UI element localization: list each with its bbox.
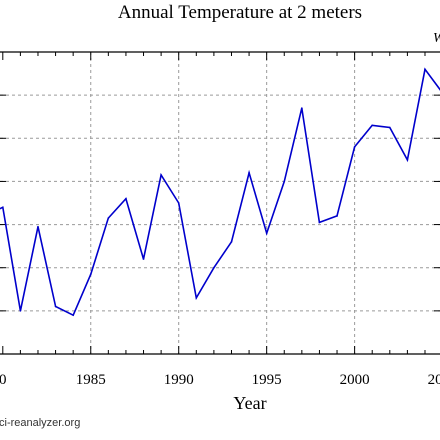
gridlines [0,52,440,354]
temperature-series-line [0,67,440,317]
data-point [37,225,39,228]
data-point [248,172,250,174]
x-tick-labels: 0 1985 1990 1995 2000 2005 [0,372,440,388]
x-tick-label: 0 [0,372,7,388]
data-point [230,241,233,243]
data-point [424,68,426,71]
data-point [54,305,57,308]
data-point [406,159,409,161]
x-tick-label: 1985 [76,372,106,388]
source-credit: ci-reanalyzer.org [0,417,81,429]
x-tick-label: 1990 [164,372,194,388]
x-tick-label: 1995 [252,372,282,388]
data-point [301,107,303,109]
data-point [318,221,321,224]
data-point [160,174,162,176]
series [0,67,440,317]
data-point [107,217,110,219]
data-point [265,232,268,234]
data-point [177,202,180,204]
axes [0,51,440,355]
x-tick-label: 2000 [340,372,370,388]
data-point [125,197,127,200]
chart-title: Annual Temperature at 2 meters [117,2,363,23]
data-point [72,314,74,316]
data-point [195,297,198,299]
data-point [1,206,4,209]
data-point [336,215,338,217]
x-axis-label: Year [233,393,267,413]
data-point [353,146,356,148]
x-tick-label: 2005 [428,372,440,388]
top-right-label: W [433,31,440,47]
data-point [371,124,374,127]
data-point [142,258,145,260]
data-point [89,273,92,275]
data-point [19,310,22,312]
data-point [283,180,286,183]
data-point [389,126,391,129]
data-point [213,266,215,269]
